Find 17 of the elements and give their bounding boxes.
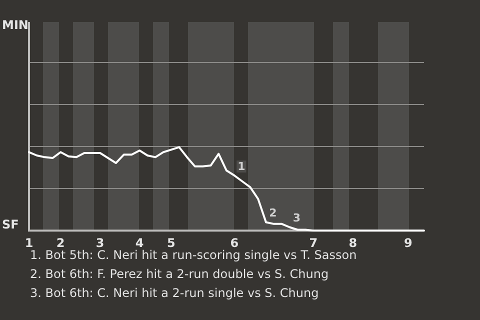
x-tick-label: 5 (167, 236, 176, 250)
x-tick-label: 7 (309, 236, 318, 250)
x-tick-label: 1 (24, 236, 34, 250)
x-tick-label: 6 (230, 236, 239, 250)
text: MIN (2, 18, 28, 32)
x-tick-label: 9 (404, 236, 412, 250)
x-tick-label: 2 (56, 236, 65, 250)
x-tick-label: 8 (348, 236, 358, 250)
text: SF (2, 218, 19, 232)
annotation: 2 (269, 206, 277, 220)
text: 3. Bot 6th: C. Neri hit a 2-run single vs S. Chung (30, 285, 320, 302)
annotation: 1 (238, 160, 246, 173)
text: 2. Bot 6th: F. Perez hit a 2-run double vs S. Chung (30, 266, 330, 283)
text: 1. Bot 5th: C. Neri hit a run-scoring single vs T. Sasson (30, 248, 357, 264)
x-tick-label: 3 (96, 236, 104, 250)
x-tick-label: 4 (135, 236, 144, 250)
annotation: 3 (292, 212, 301, 225)
